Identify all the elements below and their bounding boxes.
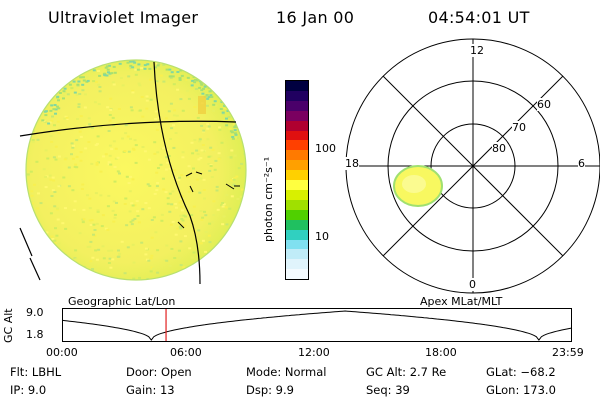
colorbar-segment [286,219,308,230]
info-seq: Seq: 39 [366,383,410,397]
info-gc-alt: GC Alt: 2.7 Re [366,365,447,379]
mlat-label-80: 80 [492,142,506,155]
mlat-label-70: 70 [512,121,526,134]
colorbar-segment [286,160,308,171]
colorbar-tick-100: 100 [315,142,336,155]
timeline-xtick-0000: 00:00 [46,346,78,359]
timeline-xtick-0600: 06:00 [170,346,202,359]
colorbar-segment [286,249,308,260]
timeline-ytick-9: 9.0 [26,306,44,319]
timeline-xtick-1200: 12:00 [298,346,330,359]
info-glon: GLon: 173.0 [486,383,556,397]
info-glat: GLat: −68.2 [486,365,556,379]
colorbar-segment [286,189,308,200]
info-mode: Mode: Normal [246,365,327,379]
time-label: 04:54:01 UT [428,8,530,27]
colorbar-segment [286,140,308,151]
left-panel-caption: Geographic Lat/Lon [68,295,176,308]
info-ip: IP: 9.0 [10,383,47,397]
colorbar-segment [286,209,308,220]
colorbar-segment [286,130,308,141]
colorbar-segment [286,170,308,181]
colorbar-tick-10: 10 [315,230,329,243]
colorbar-segment [286,110,308,121]
timeline-ytick-1.8: 1.8 [26,328,44,341]
timeline-plot [61,308,573,342]
timeline-axis-label: GC Alt [2,308,15,343]
latitude-line [19,120,237,137]
instrument-title: Ultraviolet Imager [48,8,199,27]
colorbar-segment [286,199,308,210]
colorbar-label: photon cm⁻²s⁻¹ [262,156,275,242]
timeline-xtick-1800: 18:00 [425,346,457,359]
mlt-label-6: 6 [578,157,585,170]
colorbar-segment [286,269,308,280]
colorbar-segment [286,239,308,250]
altitude-curve [61,310,573,341]
earth-disk [26,60,246,280]
mlt-label-0: 0 [469,278,476,291]
colorbar-segment [286,229,308,240]
info-gain: Gain: 13 [126,383,175,397]
mlat-label-60: 60 [537,98,551,111]
polar-plot [345,38,600,294]
colorbar-segment [286,90,308,101]
timeline-xtick-2359: 23:59 [552,346,584,359]
mlt-label-18: 18 [345,157,359,170]
colorbar-segment [286,120,308,131]
info-dsp: Dsp: 9.9 [246,383,294,397]
mlt-label-12: 12 [469,44,485,57]
earth-image [19,59,247,285]
colorbar-segment [286,81,308,91]
colorbar-segment [286,150,308,161]
date-label: 16 Jan 00 [276,8,355,27]
colorbar-segment [286,259,308,270]
info-door: Door: Open [126,365,192,379]
right-panel-caption: Apex MLat/MLT [420,295,503,308]
info-flt: Flt: LBHL [10,365,62,379]
colorbar-segment [286,100,308,111]
colorbar-segment [286,180,308,190]
longitude-line [153,61,201,285]
colorbar [285,80,309,280]
